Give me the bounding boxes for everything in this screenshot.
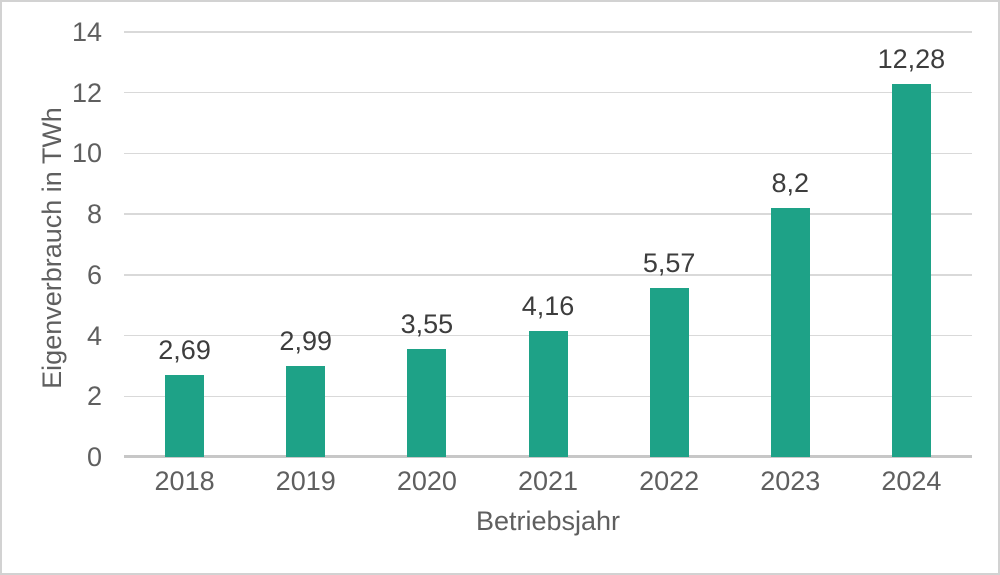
bar-2023 — [770, 208, 810, 457]
bar-2019 — [286, 366, 326, 457]
x-axis-tick-label-2018: 2018 — [154, 466, 215, 496]
data-label-2020: 3,55 — [400, 309, 454, 340]
y-axis-tick-label: 10 — [71, 138, 102, 169]
gridline-y-8 — [124, 213, 972, 215]
data-label-2024: 12,28 — [877, 44, 946, 75]
y-axis-tick-label: 0 — [86, 442, 102, 472]
y-axis-tick-label: 12 — [71, 77, 102, 108]
y-axis-tick-label: 6 — [86, 259, 102, 290]
data-label-2019: 2,99 — [279, 326, 332, 357]
y-axis-tick-label: 8 — [86, 199, 102, 230]
x-axis-tick-label-2024: 2024 — [881, 466, 942, 496]
x-axis-tick-label-2019: 2019 — [275, 466, 336, 496]
gridline-y-14 — [124, 31, 972, 33]
bar-2018 — [165, 375, 205, 457]
data-label-2023: 8,2 — [771, 168, 810, 199]
y-axis-tick-label: 2 — [86, 381, 102, 412]
bar-2024 — [891, 84, 931, 457]
y-axis-tick-label: 4 — [86, 320, 102, 351]
data-label-2018: 2,69 — [158, 335, 211, 366]
bar-2022 — [649, 287, 689, 457]
x-axis-tick-label-2023: 2023 — [760, 466, 821, 496]
x-axis-title: Betriebsjahr — [475, 506, 621, 536]
y-axis-tick-label: 14 — [71, 17, 102, 47]
data-label-2022: 5,57 — [642, 247, 696, 278]
x-axis-tick-label-2021: 2021 — [517, 466, 579, 496]
plot-area: 2,69 2,99 3,55 4,16 5,57 8,2 12,28 — [124, 31, 972, 458]
bar-2020 — [407, 349, 447, 457]
x-axis-tick-label-2020: 2020 — [396, 466, 457, 496]
x-axis-tick-label-2022: 2022 — [639, 466, 700, 496]
bar-2021 — [528, 330, 568, 457]
gridline-y-6 — [124, 274, 972, 276]
gridline-y-10 — [124, 152, 972, 155]
gridline-y-12 — [124, 91, 972, 94]
data-label-2021: 4,16 — [521, 290, 575, 321]
